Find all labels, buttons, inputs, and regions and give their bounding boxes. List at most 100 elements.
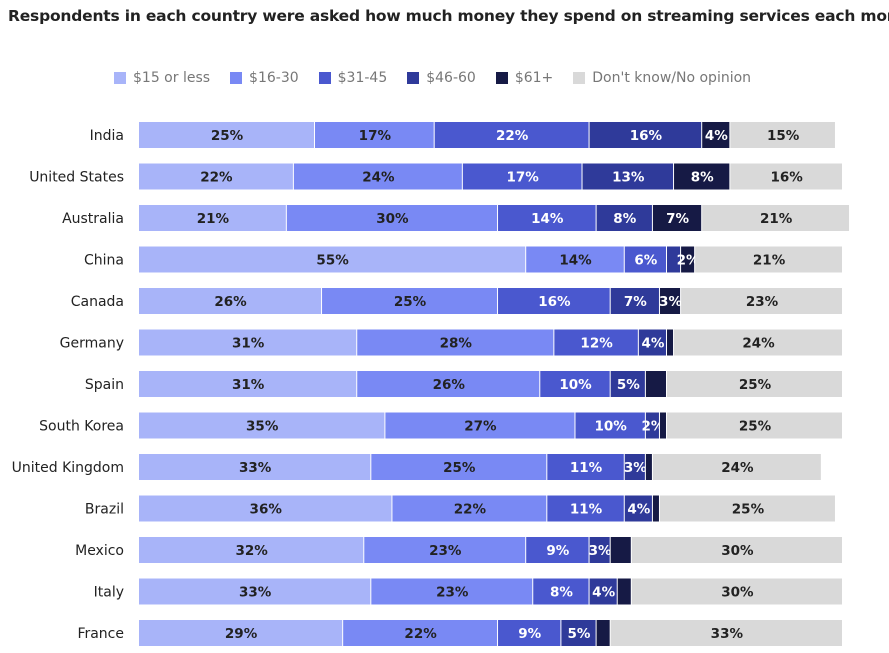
legend-label: $16-30 — [249, 70, 299, 86]
legend-label: Don't know/No opinion — [592, 70, 752, 86]
bar-segment — [526, 246, 624, 273]
legend-label: $15 or less — [133, 70, 211, 86]
legend-item: $31-45 — [318, 70, 387, 86]
data-label: 30% — [376, 211, 409, 227]
data-label: 55% — [316, 253, 349, 269]
bar-segment — [610, 288, 659, 314]
legend-item: $61+ — [495, 70, 554, 86]
bar-segment — [434, 122, 589, 148]
data-label: 29% — [225, 626, 258, 642]
legend-label: $61+ — [514, 70, 554, 86]
bar-segment — [596, 620, 610, 646]
bar-segment — [610, 620, 842, 646]
data-label: 5% — [568, 626, 591, 642]
data-label: 28% — [440, 336, 473, 352]
data-label: 30% — [721, 585, 754, 601]
legend-item: $15 or less — [114, 70, 210, 86]
data-label: 4% — [705, 128, 728, 144]
bar-segment — [139, 454, 371, 480]
data-label: 10% — [559, 377, 592, 393]
data-label: 7% — [666, 211, 689, 227]
country-label: Italy — [94, 585, 124, 601]
bar-segment — [498, 205, 596, 231]
bar-segment — [139, 122, 314, 148]
data-label: 24% — [721, 460, 754, 476]
country-label: Australia — [62, 211, 124, 227]
bar-segment — [596, 205, 652, 231]
data-label: 11% — [570, 460, 603, 476]
data-label: 25% — [739, 419, 772, 435]
bar-segment — [624, 454, 645, 480]
legend-swatch — [230, 72, 243, 84]
bar-segment — [582, 163, 674, 190]
data-label: 3% — [624, 460, 647, 476]
bar-segment — [624, 495, 652, 522]
bar-segment — [364, 537, 526, 563]
country-label: Germany — [60, 336, 124, 352]
data-label: 4% — [592, 585, 615, 601]
data-label: 27% — [464, 419, 497, 435]
data-label: 26% — [433, 377, 466, 393]
country-label: Mexico — [75, 543, 124, 559]
bar-segment — [293, 163, 462, 190]
bar-segment — [371, 454, 547, 480]
bar-segment — [547, 454, 624, 480]
data-label: 33% — [239, 460, 272, 476]
bar-segment — [659, 412, 666, 439]
bar-segment — [631, 537, 842, 563]
bar-segment — [674, 329, 842, 356]
data-label: 23% — [746, 294, 779, 310]
bar-segment — [498, 620, 561, 646]
bar-segment — [589, 122, 702, 148]
bar-segment — [139, 329, 357, 356]
bar-segment — [139, 495, 392, 522]
bar-segment — [575, 412, 645, 439]
data-label: 25% — [394, 294, 427, 310]
data-label: 25% — [732, 502, 765, 518]
data-label: 15% — [767, 128, 800, 144]
bar-segment — [139, 537, 364, 563]
data-label: 5% — [617, 377, 640, 393]
bar-segment — [343, 620, 498, 646]
legend-item: $16-30 — [230, 70, 299, 86]
data-label: 16% — [771, 170, 804, 186]
bar-segment — [589, 537, 610, 563]
bar-segment — [681, 288, 842, 314]
data-label: 22% — [404, 626, 437, 642]
data-label: 7% — [624, 294, 647, 310]
bar-segment — [730, 122, 835, 148]
data-label: 35% — [246, 419, 279, 435]
data-label: 17% — [507, 170, 540, 186]
legend-item: $46-60 — [407, 70, 476, 86]
data-label: 3% — [589, 543, 612, 559]
bar-segment — [357, 371, 540, 397]
bar-segment — [392, 495, 547, 522]
bar-segment — [645, 412, 659, 439]
legend-swatch — [573, 72, 586, 84]
bar-segment — [139, 205, 286, 231]
bar-segment — [652, 495, 659, 522]
bar-segment — [610, 371, 645, 397]
bar-segment — [357, 329, 554, 356]
bar-segment — [667, 329, 674, 356]
bar-segment — [385, 412, 575, 439]
data-label: 26% — [214, 294, 247, 310]
bar-segment — [667, 412, 842, 439]
bar-segment — [667, 371, 842, 397]
bar-segment — [638, 329, 666, 356]
bar-segment — [139, 371, 357, 397]
bar-segment — [139, 412, 385, 439]
bar-segment — [730, 163, 842, 190]
bar-segment — [652, 454, 821, 480]
data-label: 25% — [211, 128, 244, 144]
bar-segment — [540, 371, 610, 397]
data-label: 2% — [641, 419, 664, 435]
data-label: 8% — [691, 170, 714, 186]
legend-swatch — [318, 72, 331, 84]
bar-segment — [533, 578, 589, 605]
data-label: 22% — [200, 170, 233, 186]
data-label: 33% — [711, 626, 744, 642]
bar-segment — [589, 578, 617, 605]
data-label: 22% — [496, 128, 529, 144]
data-label: 32% — [235, 543, 268, 559]
